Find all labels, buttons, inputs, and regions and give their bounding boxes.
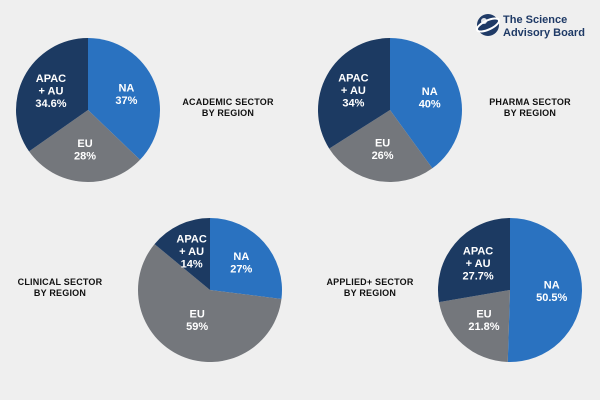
brand-name-line-2: Advisory Board (503, 27, 585, 39)
pie-slice-apac-au (318, 38, 390, 149)
slice-value-label: 37% (115, 95, 137, 107)
slice-name-label: EU (189, 308, 204, 320)
slice-name-label: NA (544, 279, 560, 291)
pie-slice-eu (137, 244, 282, 363)
chart-title-line-2: BY REGION (344, 288, 396, 298)
slice-name-label: + AU (341, 85, 366, 97)
pie-slice-apac-au (438, 218, 510, 303)
slice-name-label: + AU (179, 246, 204, 258)
slice-name-label: APAC (176, 233, 206, 245)
pie-slice-eu (329, 110, 433, 182)
slice-name-label: + AU (466, 258, 491, 270)
brand-name-line-1: The Science (503, 14, 567, 26)
slice-value-label: 28% (74, 151, 96, 163)
pie-slice-na (88, 38, 160, 160)
chart-title-line-2: BY REGION (34, 288, 86, 298)
globe-swoosh-logo-icon (475, 14, 501, 36)
slice-value-label: 27.7% (462, 271, 493, 283)
slice-value-label: 40% (419, 98, 441, 110)
slice-name-label: APAC (36, 73, 66, 85)
slice-name-label: APAC (463, 246, 493, 258)
slice-value-label: 21.8% (468, 321, 499, 333)
slice-name-label: EU (476, 309, 491, 321)
slice-name-label: + AU (38, 86, 63, 98)
slice-name-label: NA (422, 86, 438, 98)
pie-slice-na (210, 218, 282, 300)
pie-slice-apac-au (15, 37, 88, 152)
pie-slice-na (390, 38, 462, 169)
chart-title-line-2: BY REGION (504, 108, 556, 118)
chart-title-line-1: PHARMA SECTOR (489, 97, 571, 107)
pie-slice-na (507, 218, 582, 362)
slice-name-label: EU (77, 138, 92, 150)
pie-slice-eu (439, 290, 510, 362)
slice-value-label: 26% (372, 150, 394, 162)
brand-logo: The Science Advisory Board (475, 14, 585, 39)
chart-title-line-1: APPLIED+ SECTOR (326, 277, 413, 287)
chart-title-line-1: ACADEMIC SECTOR (182, 97, 274, 107)
chart-title-line-2: BY REGION (202, 108, 254, 118)
slice-value-label: 34% (342, 97, 364, 109)
slice-value-label: 34.6% (35, 98, 66, 110)
slice-name-label: NA (233, 251, 249, 263)
pie-slice-eu (29, 110, 141, 182)
slice-value-label: 14% (181, 258, 203, 270)
slice-value-label: 27% (230, 264, 252, 276)
slice-name-label: NA (118, 82, 134, 94)
slice-value-label: 59% (186, 321, 208, 333)
slice-name-label: APAC (338, 72, 368, 84)
chart-title-line-1: CLINICAL SECTOR (18, 277, 103, 287)
slice-value-label: 50.5% (536, 292, 567, 304)
slice-name-label: EU (375, 138, 390, 150)
pie-slice-apac-au (154, 218, 210, 290)
